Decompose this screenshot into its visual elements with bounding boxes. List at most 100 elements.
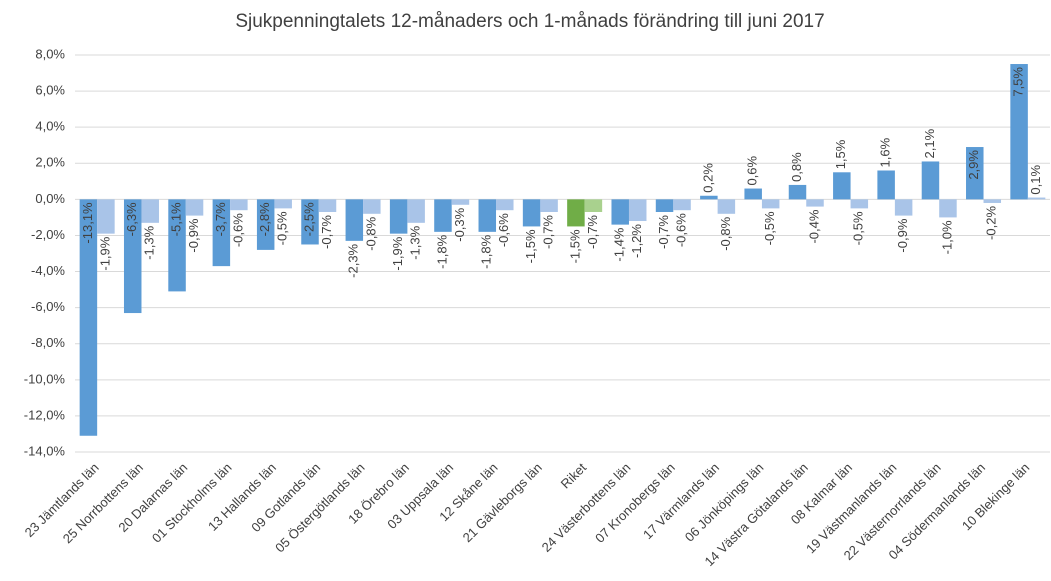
bar	[673, 199, 691, 211]
value-label: -0,6%	[673, 213, 688, 247]
value-label: -1,9%	[390, 236, 405, 270]
x-tick-label: Riket	[558, 460, 590, 492]
value-label: -0,2%	[984, 206, 999, 240]
bar	[274, 199, 292, 209]
value-label: 7,5%	[1011, 67, 1026, 97]
value-label: 0,8%	[789, 152, 804, 182]
bar	[345, 199, 364, 241]
value-label: -1,9%	[97, 236, 112, 270]
value-label: -0,8%	[363, 216, 378, 250]
bar	[434, 199, 452, 232]
x-tick-label: 25 Norrbottens län	[60, 460, 146, 546]
x-tick-label: 23 Jämtlands län	[22, 460, 102, 540]
y-tick-label: -4,0%	[31, 263, 65, 278]
y-tick-label: 6,0%	[35, 83, 65, 98]
bar	[123, 199, 142, 314]
bar	[567, 199, 585, 227]
value-label: -0,6%	[230, 213, 245, 247]
bar	[939, 199, 957, 218]
y-tick-label: -14,0%	[24, 443, 66, 458]
bar	[628, 199, 647, 222]
bar	[79, 199, 98, 436]
bar	[230, 199, 248, 211]
value-label: -0,5%	[762, 211, 777, 245]
bar	[744, 188, 762, 200]
y-tick-label: 2,0%	[35, 155, 65, 170]
bar	[806, 199, 824, 207]
y-tick-label: -6,0%	[31, 299, 65, 314]
bar	[584, 199, 603, 212]
value-label: -0,8%	[718, 216, 733, 250]
value-label: -2,5%	[301, 202, 316, 236]
value-label: -0,5%	[275, 211, 290, 245]
y-tick-label: -2,0%	[31, 227, 65, 242]
value-label: -6,3%	[124, 202, 139, 236]
bar	[168, 199, 186, 292]
bar	[451, 199, 470, 205]
value-label: -0,4%	[806, 209, 821, 243]
bar	[850, 199, 869, 209]
y-tick-label: 0,0%	[35, 191, 65, 206]
value-label: -1,2%	[629, 224, 644, 258]
bar	[496, 199, 514, 211]
value-label: -13,1%	[80, 202, 95, 244]
value-label: -1,3%	[142, 225, 157, 259]
x-tick-label: 01 Stockholms län	[149, 460, 235, 546]
value-label: 0,1%	[1028, 164, 1043, 194]
y-tick-label: -12,0%	[24, 407, 66, 422]
value-label: -1,5%	[567, 229, 582, 263]
value-label: -2,3%	[346, 243, 361, 277]
x-tick-label: 06 Jönköpings län	[682, 460, 767, 545]
bar	[256, 199, 275, 250]
value-label: 2,9%	[966, 150, 981, 180]
bar	[407, 199, 425, 223]
bar	[611, 199, 629, 225]
value-label: -0,7%	[656, 215, 671, 249]
bar	[318, 199, 337, 212]
value-label: -1,0%	[939, 220, 954, 254]
value-label: -0,9%	[186, 218, 201, 252]
bar	[363, 199, 381, 214]
chart-title: Sjukpenningtalets 12-månaders och 1-måna…	[235, 11, 824, 32]
bar	[185, 199, 204, 216]
bar	[655, 199, 674, 212]
value-label: 1,6%	[878, 137, 893, 167]
value-label: -1,5%	[523, 229, 538, 263]
value-label: -1,8%	[434, 234, 449, 268]
value-label: -0,7%	[585, 215, 600, 249]
bar	[761, 199, 780, 209]
bar	[833, 172, 851, 200]
y-tick-label: 4,0%	[35, 119, 65, 134]
bar	[540, 199, 558, 212]
bar	[894, 199, 913, 216]
x-tick-label: 07 Kronobergs län	[592, 460, 678, 546]
value-label: -1,3%	[408, 225, 423, 259]
value-label: 0,6%	[745, 155, 760, 185]
bar	[921, 161, 940, 200]
value-label: -0,7%	[319, 215, 334, 249]
bar	[478, 199, 497, 232]
value-label: -0,6%	[496, 213, 511, 247]
value-label: -0,7%	[541, 215, 556, 249]
bar	[522, 199, 541, 227]
x-tick-label: 17 Värmlands län	[640, 460, 722, 542]
y-tick-label: -10,0%	[24, 371, 66, 386]
value-label: -0,3%	[452, 207, 467, 241]
bar	[301, 199, 319, 245]
value-label: 1,5%	[833, 139, 848, 169]
bar	[141, 199, 159, 223]
bar	[877, 170, 895, 200]
value-label: -1,8%	[479, 234, 494, 268]
bar	[700, 195, 718, 200]
value-label: -5,1%	[168, 202, 183, 236]
y-tick-label: -8,0%	[31, 335, 65, 350]
bar	[1027, 197, 1046, 200]
bar	[97, 199, 115, 234]
value-label: 0,2%	[700, 163, 715, 193]
value-label: -0,5%	[851, 211, 866, 245]
value-label: -2,8%	[257, 202, 272, 236]
bar	[1010, 64, 1028, 200]
value-label: -0,9%	[895, 218, 910, 252]
value-label: 2,1%	[922, 128, 937, 158]
